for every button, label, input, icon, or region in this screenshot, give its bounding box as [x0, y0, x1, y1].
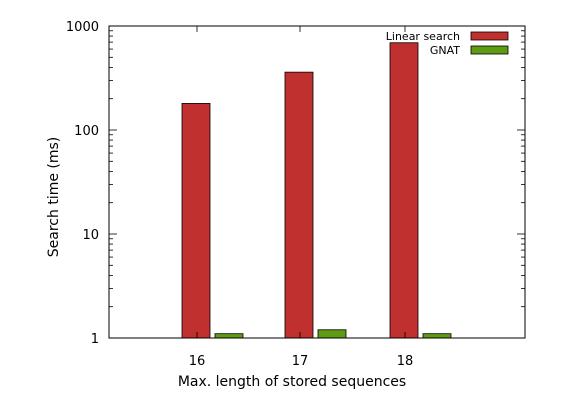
y-tick-label: 10	[82, 228, 99, 243]
bar-gnat-17	[317, 329, 347, 339]
bar-linear-search-18	[389, 42, 419, 339]
y-axis-label: Search time (ms)	[46, 137, 62, 257]
y-tick-label: 100	[74, 124, 99, 139]
legend-swatch	[470, 45, 509, 55]
legend-label: Linear search	[386, 30, 460, 43]
legend-swatch	[470, 31, 509, 41]
plot-frame	[108, 25, 526, 339]
legend-label: GNAT	[430, 44, 460, 57]
ticks-layer: 1 10 100 1000 16 17 18	[66, 20, 525, 369]
x-tick-label: 16	[189, 354, 206, 369]
y-tick-label: 1000	[66, 20, 99, 35]
x-axis-label: Max. length of stored sequences	[178, 374, 406, 390]
bar-linear-search-17	[284, 71, 314, 339]
y-tick-label: 1	[91, 332, 99, 347]
x-tick-label: 17	[292, 354, 309, 369]
bars-layer	[181, 42, 452, 339]
bar-gnat-16	[214, 333, 244, 339]
bar-gnat-18	[422, 333, 452, 339]
bar-linear-search-16	[181, 103, 211, 339]
x-tick-label: 18	[397, 354, 414, 369]
